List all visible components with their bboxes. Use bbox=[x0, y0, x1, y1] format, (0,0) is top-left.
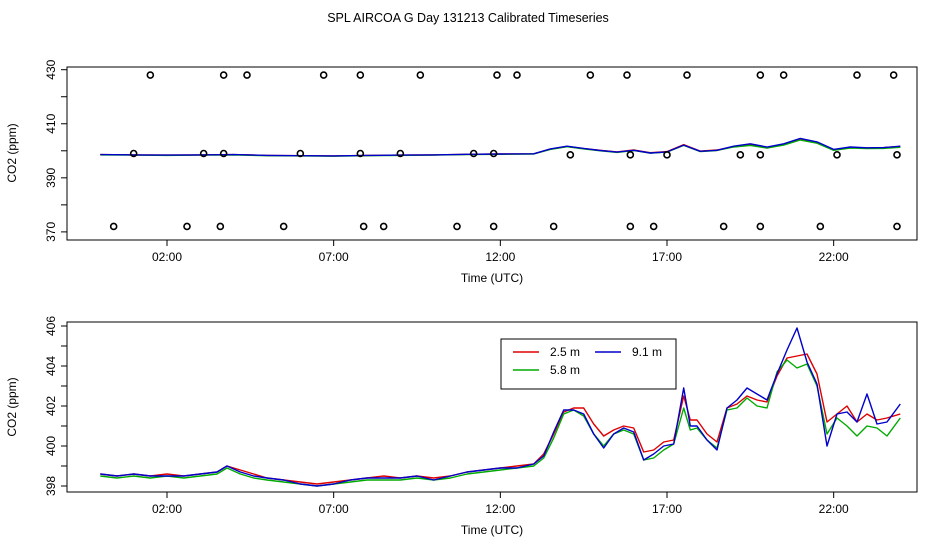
sample-circle bbox=[469, 149, 478, 158]
x-axis-label: Time (UTC) bbox=[461, 523, 523, 537]
sample-circle bbox=[129, 149, 138, 158]
sample-circle bbox=[243, 71, 251, 79]
sample-circle bbox=[663, 151, 671, 159]
sample-circle bbox=[736, 151, 745, 159]
x-tick-label: 12:00 bbox=[485, 250, 515, 264]
sample-circle bbox=[756, 71, 765, 79]
sample-circle bbox=[279, 222, 288, 231]
plot-frame bbox=[66, 66, 918, 241]
sample-circle bbox=[453, 222, 461, 231]
sample-circle bbox=[549, 222, 558, 231]
bottom-chart: 02:00 07:00 12:00 17:00 22:00 398 400 402 404 406… bbox=[5, 316, 918, 537]
chart-title: SPL AIRCOA G Day 131213 Calibrated Times… bbox=[327, 11, 609, 25]
x-tick-label: 07:00 bbox=[319, 250, 349, 264]
legend: 2.5 m 9.1 m 5.8 m bbox=[500, 338, 677, 390]
sample-circle bbox=[219, 149, 228, 158]
top-chart: 02:00 07:00 12:00 17:00 22:00 370 390 410 430 Tim… bbox=[5, 59, 918, 285]
sample-circle bbox=[219, 71, 228, 79]
sample-circle bbox=[356, 149, 365, 158]
sample-circle bbox=[719, 222, 728, 231]
sample-circle bbox=[756, 151, 765, 159]
y-tick-label: 398 bbox=[44, 476, 58, 496]
y-tick-label: 410 bbox=[44, 113, 58, 133]
sample-circle bbox=[756, 222, 765, 231]
x-tick-label: 02:00 bbox=[152, 502, 182, 516]
y-tick-label: 390 bbox=[44, 167, 58, 187]
sample-circle bbox=[649, 222, 658, 231]
x-tick-label: 22:00 bbox=[819, 250, 849, 264]
sample-circle bbox=[626, 151, 635, 159]
sample-circle bbox=[586, 71, 595, 79]
series-group bbox=[100, 137, 901, 157]
sample-circle bbox=[513, 71, 521, 79]
legend-label-2: 5.8 m bbox=[550, 363, 580, 377]
legend-label-0: 2.5 m bbox=[550, 345, 580, 359]
series-line-2 bbox=[100, 137, 901, 157]
sample-circle bbox=[623, 71, 631, 79]
series-line-2 bbox=[100, 327, 901, 487]
sample-circle bbox=[416, 71, 425, 79]
y-tick-label: 430 bbox=[44, 59, 58, 79]
legend-label-1: 9.1 m bbox=[632, 345, 662, 359]
x-tick-label: 17:00 bbox=[652, 502, 682, 516]
sample-circle bbox=[779, 71, 788, 79]
y-tick-label: 400 bbox=[44, 436, 58, 456]
sample-circle bbox=[489, 149, 498, 158]
sample-circle bbox=[893, 151, 901, 159]
x-tick-label: 02:00 bbox=[152, 250, 182, 264]
sample-circle bbox=[833, 151, 841, 159]
sample-circle bbox=[319, 71, 328, 79]
sample-circle bbox=[893, 222, 901, 231]
sample-circle bbox=[379, 222, 388, 231]
sample-circle bbox=[683, 71, 691, 79]
sample-circle bbox=[216, 222, 225, 231]
x-tick-label: 22:00 bbox=[819, 502, 849, 516]
sample-circle bbox=[566, 151, 575, 159]
legend-box bbox=[500, 338, 677, 390]
y-tick-label: 406 bbox=[44, 316, 58, 336]
y-tick-label: 402 bbox=[44, 396, 58, 416]
sample-circle bbox=[296, 149, 305, 158]
sample-circle bbox=[109, 222, 118, 231]
sample-circle bbox=[626, 222, 635, 231]
series-group bbox=[100, 327, 901, 487]
y-tick-label: 404 bbox=[44, 356, 58, 376]
sample-circle bbox=[146, 71, 155, 79]
sample-circle bbox=[889, 71, 898, 79]
x-axis-label: Time (UTC) bbox=[461, 271, 523, 285]
series-line-1 bbox=[100, 359, 901, 487]
sample-circle bbox=[493, 71, 501, 79]
x-tick-label: 12:00 bbox=[485, 502, 515, 516]
x-tick-label: 17:00 bbox=[652, 250, 682, 264]
sample-circle bbox=[816, 222, 825, 231]
plot-frame bbox=[66, 321, 918, 493]
sample-circle bbox=[356, 71, 365, 79]
y-axis-label: CO2 (ppm) bbox=[5, 123, 19, 182]
y-tick-label: 370 bbox=[44, 222, 58, 242]
sample-circle bbox=[359, 222, 368, 231]
y-axis-label: CO2 (ppm) bbox=[5, 377, 19, 436]
sample-circle bbox=[853, 71, 861, 79]
sample-circle bbox=[489, 222, 498, 231]
sample-circle bbox=[183, 222, 191, 231]
sample-circle bbox=[396, 149, 405, 158]
x-tick-label: 07:00 bbox=[319, 502, 349, 516]
sample-circle bbox=[199, 149, 208, 158]
